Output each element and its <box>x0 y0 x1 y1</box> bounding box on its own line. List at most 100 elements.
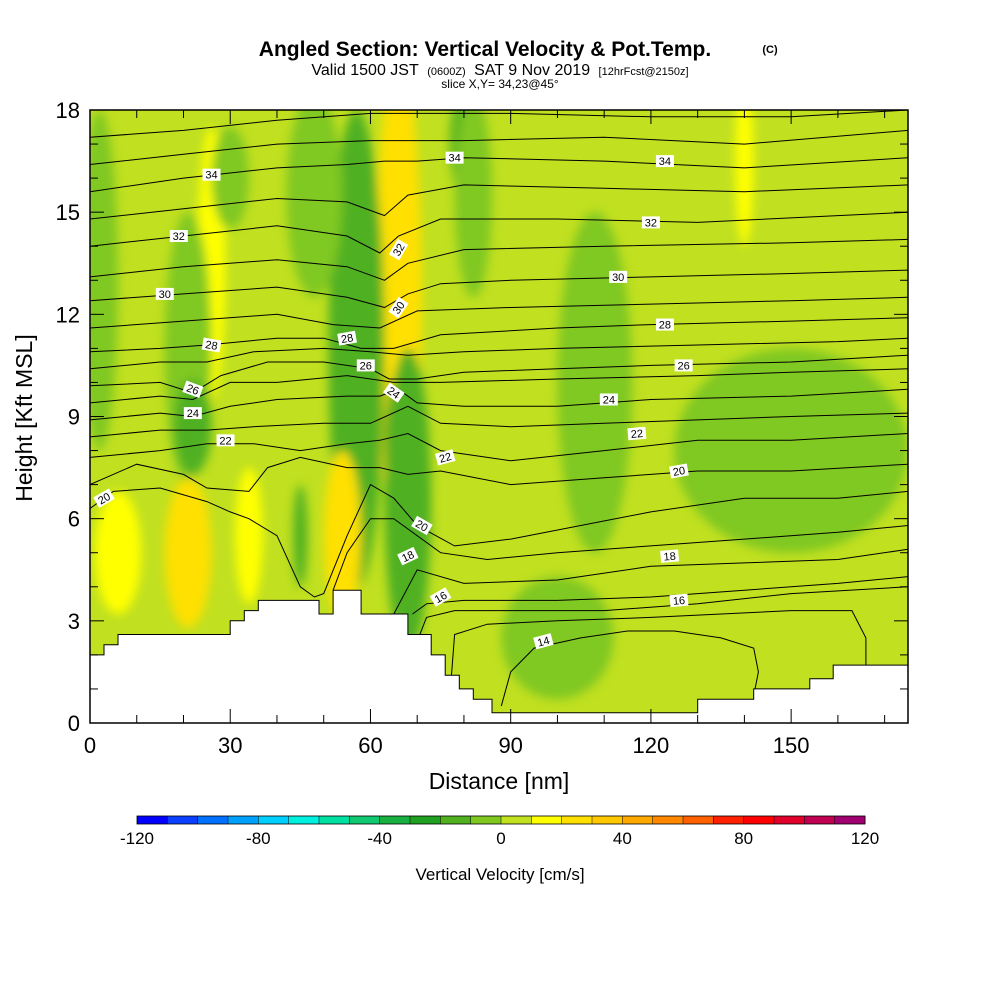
colorbar-tick-label: -120 <box>120 829 154 848</box>
isentrope-17 <box>412 576 908 615</box>
isentrope-label-bg <box>397 546 419 566</box>
forecast-info: [12hrFcst@2150z] <box>599 66 689 78</box>
isentrope-label-bg <box>445 151 464 164</box>
velocity-feature <box>234 467 263 604</box>
isentrope-label: 20 <box>672 465 686 479</box>
chart-title: Angled Section: Vertical Velocity & Pot.… <box>259 38 711 61</box>
isentrope-15 <box>449 610 867 696</box>
isentrope-label: 18 <box>663 551 676 564</box>
isentrope-label: 14 <box>536 635 551 650</box>
chart-subtitle: Valid 1500 JST (0600Z) SAT 9 Nov 2019 [1… <box>311 62 688 79</box>
isentrope-label-group: 24 <box>383 382 405 403</box>
isentrope-label-bg <box>201 337 222 353</box>
isentrope-label: 22 <box>219 435 231 447</box>
isentrope-label: 24 <box>187 408 199 420</box>
colorbar-bin <box>834 816 866 824</box>
isentrope-14 <box>500 630 759 707</box>
isentrope-label: 16 <box>672 595 685 608</box>
isentrope-21 <box>90 456 908 492</box>
y-axis-label: Height [Kft MSL] <box>11 334 37 501</box>
isentrope-label-bg <box>627 426 647 441</box>
isentrope-label-group: 18 <box>660 549 680 564</box>
colorbar-bin <box>774 816 805 824</box>
colorbar-bin <box>228 816 259 824</box>
isentrope-16 <box>416 586 908 642</box>
isentrope-label: 20 <box>413 518 430 535</box>
isentrope-label-bg <box>533 633 554 650</box>
y-tick-label: 0 <box>68 711 80 736</box>
plot-area: 14 16 16 18 18 20 20 20 22 22 22 24 24 24 26 26 26 28 28 28… <box>90 110 908 723</box>
isentrope-label-bg <box>660 549 680 563</box>
isentrope-label: 28 <box>659 320 671 332</box>
isentrope-label-group: 28 <box>655 318 674 332</box>
isentrope-label-bg <box>388 296 409 319</box>
isentrope-label: 28 <box>204 339 218 353</box>
isentrope-label-bg <box>337 330 357 346</box>
slice-info: slice X,Y= 34,23@45° <box>441 77 559 91</box>
y-tick-label: 18 <box>56 98 80 123</box>
colorbar-tick-label: 80 <box>734 829 753 848</box>
isentrope-label: 34 <box>659 156 671 168</box>
isentrope-label-group: 20 <box>411 515 433 536</box>
colorbar-bin <box>379 816 411 824</box>
isentrope-label: 26 <box>678 360 690 372</box>
colorbar-bin <box>470 816 502 824</box>
isentrope-label-group: 30 <box>388 296 409 319</box>
isentrope-label-bg <box>383 382 405 403</box>
colorbar-bin <box>683 816 714 824</box>
isentrope-label-group: 22 <box>434 449 456 466</box>
isentrope-19 <box>332 518 908 591</box>
isentrope-label-group: 22 <box>216 434 235 447</box>
colorbar-bin <box>137 816 168 824</box>
isentrope-label: 34 <box>448 153 460 165</box>
isentrope-label-bg <box>202 168 221 181</box>
isentrope-label: 32 <box>173 231 185 243</box>
isentrope-label: 16 <box>433 590 450 607</box>
velocity-feature <box>90 110 119 451</box>
isentrope-33 <box>90 184 908 220</box>
velocity-feature <box>454 110 492 298</box>
isentrope-32 <box>90 211 908 254</box>
isentrope-label: 22 <box>438 451 453 466</box>
isentrope-label: 24 <box>603 394 615 406</box>
colorbar-bin <box>319 816 350 824</box>
isentrope-label-bg <box>93 488 115 508</box>
isentrope-label-bg <box>169 230 188 243</box>
isentrope-34 <box>90 157 908 193</box>
isentrope-label: 26 <box>185 382 201 397</box>
isentrope-label: 30 <box>159 289 171 301</box>
isentrope-label-group: 22 <box>627 426 647 441</box>
velocity-feature <box>674 348 908 553</box>
isentrope-label-bg <box>183 407 202 420</box>
isentrope-label-group: 34 <box>202 168 221 182</box>
colorbar-bin <box>288 816 320 824</box>
valid-utc: (0600Z) <box>427 66 466 78</box>
isentrope-label-group: 28 <box>337 330 357 346</box>
x-axis: 0 30 60 90 120 150 <box>84 110 886 758</box>
velocity-feature <box>293 484 308 587</box>
velocity-feature <box>164 477 212 628</box>
x-tick-label: 60 <box>358 733 382 758</box>
y-axis: 0 3 6 9 12 15 18 <box>56 98 908 736</box>
colorbar-bin <box>258 816 290 824</box>
isentrope-label-group: 32 <box>169 230 188 243</box>
colorbar-bin <box>622 816 654 824</box>
isentrope-label-group: 18 <box>397 546 419 566</box>
velocity-feature <box>501 576 614 700</box>
isentrope-35 <box>90 129 908 165</box>
isentrope-30 <box>90 269 908 309</box>
valid-date: SAT 9 Nov 2019 <box>474 62 590 79</box>
x-tick-label: 30 <box>218 733 242 758</box>
y-tick-label: 3 <box>68 609 80 634</box>
isentrope-label-group: 24 <box>599 393 618 406</box>
colorbar: -120 -80 -40 0 40 80 120 <box>120 815 879 848</box>
isentrope-label-group: 14 <box>533 633 554 650</box>
velocity-feature <box>94 491 142 615</box>
isentrope-27 <box>90 337 908 370</box>
colorbar-bin <box>167 816 199 824</box>
isentrope-label-bg <box>411 515 433 536</box>
y-tick-label: 12 <box>56 302 80 327</box>
colorbar-bin <box>561 816 593 824</box>
velocity-feature <box>174 379 212 475</box>
